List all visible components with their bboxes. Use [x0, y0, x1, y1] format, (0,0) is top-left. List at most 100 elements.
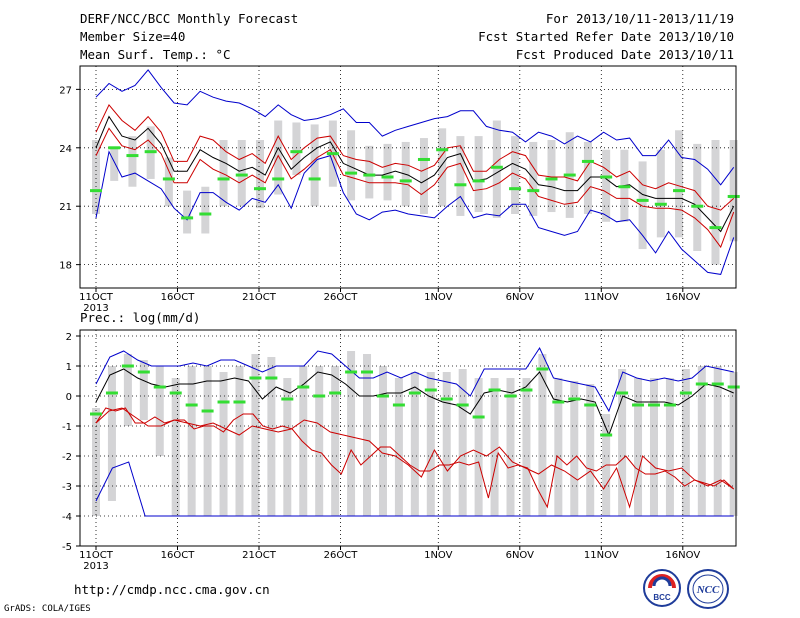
- prec-obs-marker: [345, 370, 358, 374]
- temp-spread-box: [255, 140, 264, 209]
- temp-obs-marker: [472, 179, 485, 183]
- prec-spread-box: [538, 354, 547, 516]
- temp-xtick-label: 1NOV: [424, 292, 453, 303]
- prec-obs-marker: [472, 415, 485, 419]
- prec-spread-box: [586, 384, 595, 516]
- temp-obs-marker: [454, 183, 467, 187]
- prec-ytick-label: -1: [62, 422, 72, 433]
- temp-obs-marker: [90, 189, 102, 193]
- temp-lower-line: [95, 127, 735, 249]
- prec-spread-box: [139, 360, 148, 420]
- temp-year-label: 2013: [83, 303, 108, 314]
- prec-obs-marker: [408, 391, 421, 395]
- temp-spread-box: [438, 128, 447, 207]
- prec-obs-marker: [153, 385, 166, 389]
- prec-obs-marker: [584, 403, 597, 407]
- temp-ytick-label: 24: [59, 144, 72, 155]
- prec-spread-box: [331, 366, 340, 516]
- temp-obs-marker: [199, 212, 212, 216]
- prec-spread-box: [665, 378, 674, 516]
- temp-spread-box: [292, 122, 301, 176]
- fcst-produced-date: Fcst Produced Date 2013/10/11: [515, 47, 734, 62]
- temp-ytick-label: 27: [59, 85, 72, 96]
- prec-spread-box: [442, 372, 451, 516]
- prec-spread-box: [490, 378, 499, 516]
- prec-plot-frame: [79, 329, 737, 547]
- prec-spread-box: [410, 372, 419, 516]
- prec-obs-marker: [616, 391, 629, 395]
- prec-obs-marker: [520, 388, 533, 392]
- prec-spread-box: [713, 366, 722, 516]
- prec-spread-box: [378, 366, 387, 516]
- prec-spread-box: [251, 354, 260, 516]
- temp-xtick-label: 16NOV: [665, 292, 700, 303]
- temp-obs-marker: [290, 150, 303, 154]
- temp-xtick-label: 16OCT: [161, 292, 196, 303]
- temp-xtick-label: 21OCT: [242, 292, 277, 303]
- prec-obs-marker: [201, 409, 214, 413]
- temp-obs-marker: [217, 177, 230, 181]
- temp-obs-marker: [108, 146, 121, 150]
- temp-spread-box: [583, 141, 592, 214]
- ncc-logo: NCC: [687, 569, 729, 609]
- prec-obs-marker: [281, 397, 294, 401]
- temp-obs-marker: [436, 148, 449, 152]
- temp-xtick-label: 11NOV: [584, 292, 619, 303]
- prec-spread-box: [347, 351, 356, 516]
- prec-xtick-label: 11NOV: [584, 550, 619, 561]
- prec-obs-marker: [217, 400, 230, 404]
- temp-spread-box: [729, 140, 738, 242]
- prec-ytick-label: 2: [66, 332, 72, 343]
- temp-obs-marker: [581, 159, 594, 163]
- prec-spread-box: [363, 354, 372, 516]
- prec-spread-box: [554, 378, 563, 516]
- prec-spread-box: [394, 378, 403, 516]
- temp-spread-box: [511, 136, 520, 214]
- prec-ytick-label: 1: [66, 362, 72, 373]
- prec-spread-box: [458, 369, 467, 516]
- temp-upper-line: [95, 103, 735, 211]
- prec-year-label: 2013: [83, 561, 108, 572]
- prec-spread-box: [299, 366, 308, 516]
- temp-spread-box: [383, 143, 392, 201]
- source-url: http://cmdp.ncc.cma.gov.cn: [74, 582, 270, 597]
- prec-obs-marker: [233, 400, 246, 404]
- prec-obs-marker: [456, 403, 469, 407]
- temp-obs-marker: [181, 216, 194, 220]
- prec-spread-box: [219, 372, 228, 516]
- temp-spread-box: [675, 130, 684, 238]
- prec-obs-marker: [600, 433, 613, 437]
- prec-spread-box: [155, 366, 164, 456]
- prec-obs-marker: [313, 394, 326, 398]
- prec-obs-marker: [679, 391, 692, 395]
- temp-spread-box: [92, 140, 100, 214]
- prec-ytick-label: -3: [62, 482, 72, 493]
- prec-mean-line: [95, 368, 734, 437]
- temp-spread-box: [219, 140, 228, 207]
- temp-spread-box: [347, 130, 356, 201]
- temp-obs-marker: [253, 187, 266, 191]
- prec-spread-box: [123, 354, 132, 426]
- prec-obs-marker: [727, 385, 740, 389]
- prec-obs-marker: [105, 391, 118, 395]
- temp-spread-box: [656, 149, 665, 238]
- temp-spread-box: [547, 140, 556, 213]
- temp-ytick-label: 18: [59, 261, 72, 272]
- temp-spread-box: [492, 120, 501, 218]
- temp-obs-marker: [618, 185, 631, 189]
- temp-ytick-label: 21: [59, 202, 72, 213]
- temp-spread-box: [602, 149, 611, 222]
- temp-max-line: [95, 69, 735, 186]
- prec-obs-marker: [121, 364, 134, 368]
- temp-obs-marker: [235, 173, 248, 177]
- temp-spread-box: [183, 190, 192, 234]
- prec-obs-marker: [663, 403, 676, 407]
- temp-mean-line: [95, 115, 735, 233]
- prec-xtick-label: 26OCT: [324, 550, 359, 561]
- temp-spread-box: [365, 145, 374, 199]
- temp-obs-marker: [527, 189, 540, 193]
- prec-xtick-label: 21OCT: [242, 550, 277, 561]
- temp-spread-box: [237, 140, 246, 207]
- bcc-logo-text: BCC: [653, 593, 671, 602]
- prec-obs-marker: [169, 391, 182, 395]
